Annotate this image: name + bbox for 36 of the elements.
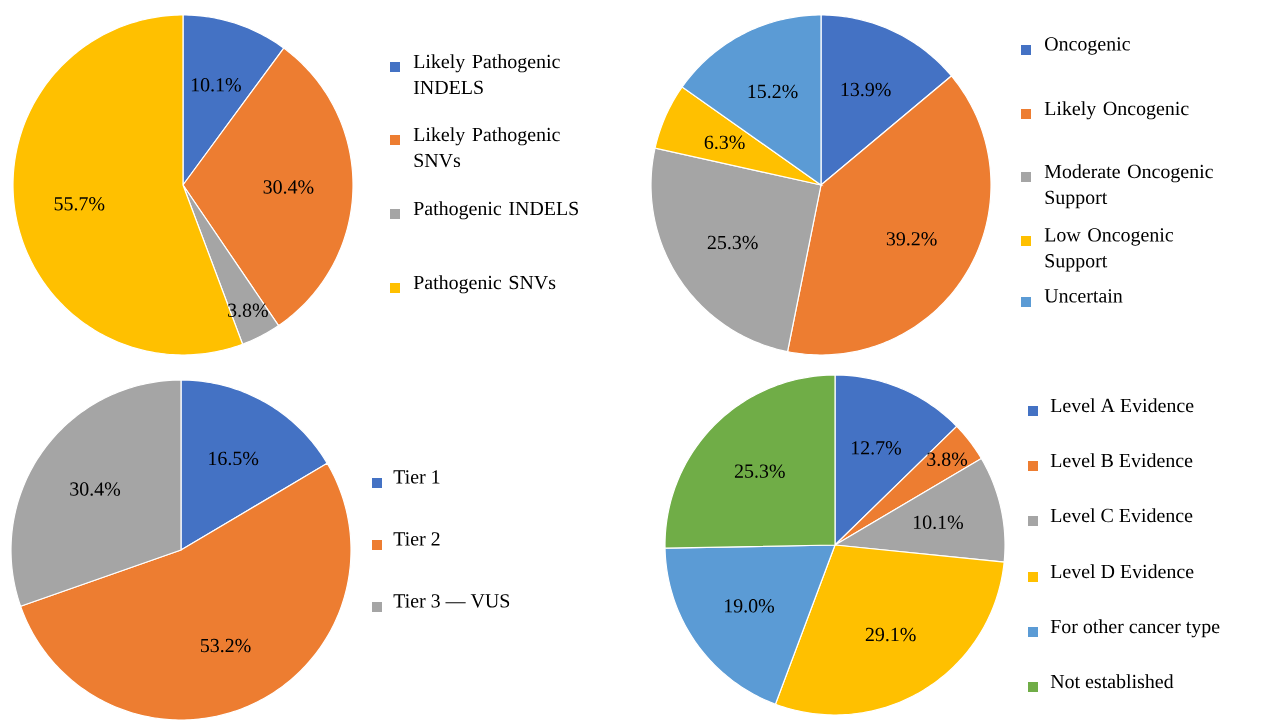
data-label: 12.7% [851,441,902,455]
legend-label: Not established [1050,674,1174,689]
legend-label: Oncogenic [1045,37,1130,55]
data-label: 19.0% [724,599,775,613]
data-label: 25.3% [707,235,758,250]
legend-label: Level A Evidence [1050,398,1194,413]
legend-label: Likely Pathogenic INDELS [413,54,560,95]
legend-label: Moderate Oncogenic Support [1044,164,1213,209]
legend-label: Uncertain [1044,289,1123,303]
legend-label: Likely Oncogenic [1044,101,1189,120]
legend-label: Tier 2 [393,532,440,546]
data-label: 10.1% [913,515,964,530]
legend-label: Level D Evidence [1050,564,1194,579]
data-label: 55.7% [54,197,105,211]
data-label: 30.4% [70,482,121,496]
data-label: 15.2% [748,84,798,99]
legend-label: Level C Evidence [1050,508,1193,523]
data-label: 53.2% [200,638,251,653]
legend-label: Tier 1 [393,470,440,484]
data-label: 16.5% [209,451,259,466]
legend-label: Low Oncogenic Support [1044,228,1174,272]
data-label: 29.1% [865,627,916,642]
legend-label: Likely Pathogenic SNVs [413,127,560,168]
data-label: 3.8% [927,452,968,466]
data-label: 10.1% [191,78,241,92]
data-label: 3.8% [228,303,268,318]
data-label: 30.4% [263,180,314,194]
data-label: 25.3% [734,464,785,478]
legend-label: Pathogenic SNVs [413,275,556,294]
data-label: 6.3% [704,135,745,150]
data-label: 39.2% [886,232,937,246]
legend-label: Level B Evidence [1050,453,1193,468]
legend-label: Tier 3 — VUS [393,594,510,608]
legend-label: Pathogenic INDELS [413,201,578,220]
data-label: 13.9% [841,82,891,97]
legend-label: For other cancer type [1050,619,1220,638]
